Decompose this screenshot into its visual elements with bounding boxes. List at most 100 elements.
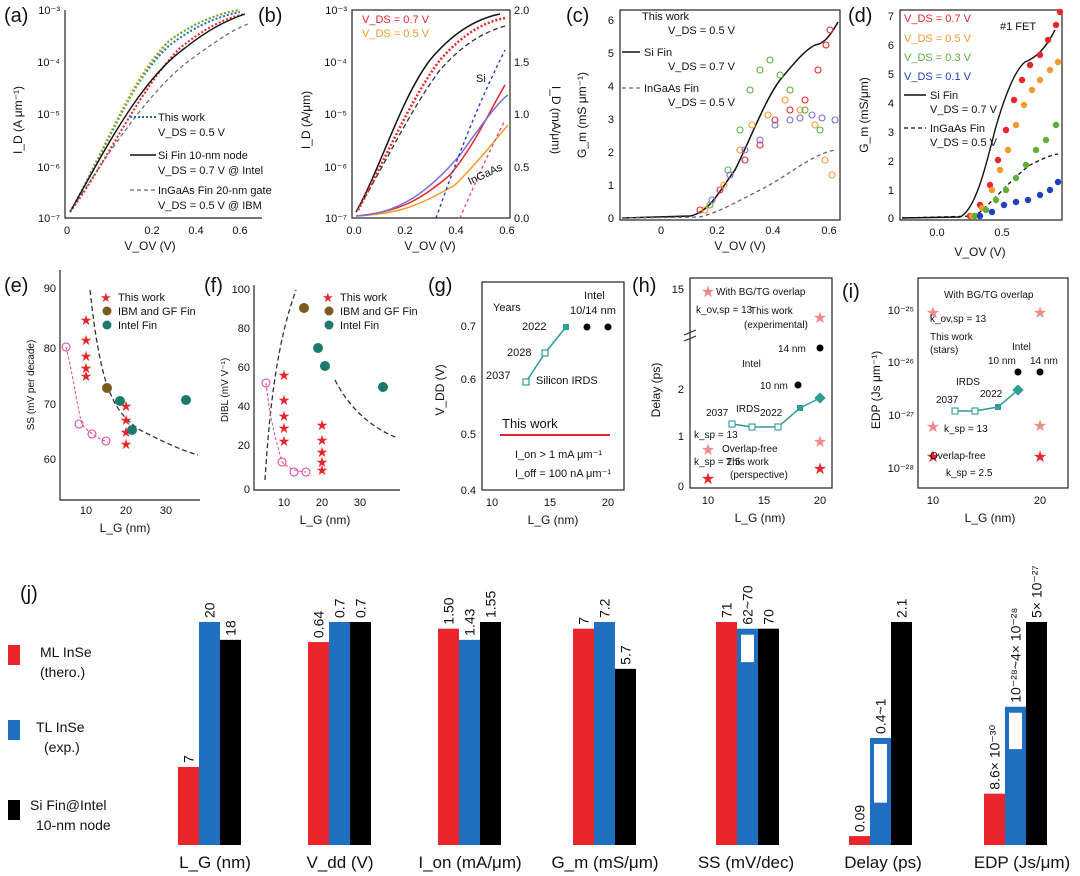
panel-a-axes xyxy=(64,10,262,219)
bar-value-label: 71 xyxy=(719,602,735,618)
data-point xyxy=(696,206,704,214)
panel-f-legend: ★ This work IBM and GF Fin Intel Fin xyxy=(322,290,418,332)
star-point: ★ xyxy=(278,392,291,408)
legend-item: V_DS = 0.1 V xyxy=(904,71,972,83)
text: 14 nm xyxy=(778,344,806,355)
intel-point xyxy=(816,344,824,352)
panel-b-ylabel-right: I_D (mA/μm) xyxy=(549,86,563,154)
panel-a-xlabel: V_OV (V) xyxy=(124,239,175,253)
panel-g-ylabel: V_DD (V) xyxy=(433,364,447,415)
bar-value-label: 5.7 xyxy=(618,645,634,665)
text: I_on > 1 mA μm⁻¹ xyxy=(515,449,602,461)
panel-a-xticks: 0 0.2 0.4 0.6 xyxy=(64,225,248,237)
bar-si-fin xyxy=(758,628,779,845)
data-point xyxy=(708,196,716,204)
panel-g-yticks: 0.7 0.6 0.5 0.4 xyxy=(461,321,476,497)
panel-e-marks: ★★★★★★★★★ xyxy=(61,312,191,452)
panel-f-label: (f) xyxy=(204,275,223,297)
text: This work xyxy=(726,457,770,468)
data-point xyxy=(1010,96,1018,104)
panel-g-xticks: 10 15 20 xyxy=(486,497,614,509)
data-point xyxy=(1026,61,1034,69)
panel-a-legend: This work V_DS = 0.5 V Si Fin 10-nm node… xyxy=(130,112,272,212)
text: Years xyxy=(493,302,521,314)
intel-point xyxy=(604,323,612,331)
panel-g-texts: Years Intel 10/14 nm 2022 2028 2037 Sili… xyxy=(486,290,616,480)
tick: 10⁻²⁶ xyxy=(888,357,914,369)
star-point: ★ xyxy=(1033,305,1047,322)
category-label: L_G (nm) xyxy=(179,853,251,872)
category-label: Delay (ps) xyxy=(844,853,921,872)
panel-e-xticks: 10 20 30 xyxy=(80,505,172,517)
data-point xyxy=(1032,146,1040,154)
star-point: ★ xyxy=(1033,449,1047,466)
data-point xyxy=(781,96,789,104)
data-point xyxy=(808,111,816,119)
bar-tl-inse xyxy=(594,622,615,845)
data-point xyxy=(736,146,744,154)
panel-c-axes xyxy=(619,9,841,221)
tick: 7 xyxy=(888,11,894,23)
irds-point xyxy=(748,423,756,431)
star-point: ★ xyxy=(80,348,93,364)
irds-line xyxy=(955,389,1019,412)
data-point xyxy=(716,186,724,194)
panel-d-xticks: 0.0 0.5 xyxy=(929,227,1009,239)
panel-c-label: (c) xyxy=(566,5,589,27)
legend-item: IBM and GF Fin xyxy=(340,306,418,318)
tick: 0.2 xyxy=(709,225,724,237)
panel-i-ylabel: EDP (Js μm⁻¹) xyxy=(869,351,883,429)
tick: 10⁻³ xyxy=(325,5,347,17)
data-point xyxy=(736,126,744,134)
panel-b-xticks: 0.0 0.2 0.4 0.6 xyxy=(346,225,514,237)
annotation-ingaas: InGaAs xyxy=(466,161,505,188)
legend-item: InGaAs Fin 20-nm gate xyxy=(158,185,272,197)
curve-linear-red xyxy=(355,84,506,217)
panel-j-category-labels: L_G (nm) V_dd (V) I_on (mA/μm) G_m (mS/μm) S… xyxy=(179,853,1070,872)
text: 14 nm xyxy=(1030,356,1058,367)
curve-this-work-blue xyxy=(69,11,241,213)
panel-a-yticks: 10⁻³ 10⁻⁴ 10⁻⁵ 10⁻⁶ 10⁻⁷ xyxy=(37,5,60,225)
data-point xyxy=(1044,36,1052,44)
intel-point xyxy=(378,382,388,392)
star-point: ★ xyxy=(80,360,93,376)
panel-a-ylabel: I_D (A μm⁻¹) xyxy=(11,86,25,154)
curve-trend-right xyxy=(334,379,399,439)
text: 2037 xyxy=(486,370,510,382)
panel-i-marks: ★ ★ ★ ★ ★ ★ xyxy=(926,305,1047,466)
tick: 0.6 xyxy=(821,225,836,237)
legend-item: InGaAs Fin xyxy=(644,83,699,95)
data-point xyxy=(756,136,764,144)
ibm-gf-point xyxy=(299,303,309,313)
panel-f-xticks: 10 20 30 xyxy=(278,497,366,509)
curve-this-work-log xyxy=(356,16,506,211)
tick: 0.4 xyxy=(448,225,463,237)
data-point xyxy=(701,206,709,214)
data-point xyxy=(776,71,784,79)
legend-item: Si Fin xyxy=(644,47,672,59)
sim-point xyxy=(289,467,299,477)
star-icon: ★ xyxy=(100,290,112,305)
data-point xyxy=(1012,198,1020,206)
text: k_sp = 13 xyxy=(944,424,988,435)
intel-point xyxy=(320,361,330,371)
panel-e-xlabel: L_G (nm) xyxy=(100,521,151,535)
data-point xyxy=(756,66,764,74)
tick: 0 xyxy=(64,225,70,237)
data-point xyxy=(1036,191,1044,199)
text: This work xyxy=(750,306,794,317)
bar-si-fin xyxy=(350,622,371,845)
legend-item: This work xyxy=(118,292,166,304)
irds-point xyxy=(541,349,549,357)
tick: 0.6 xyxy=(461,374,476,386)
legend-item: V_DS = 0.5 V xyxy=(362,28,430,40)
bar-value-label: 20 xyxy=(202,602,218,618)
data-point xyxy=(786,86,794,94)
tick: 10⁻⁵ xyxy=(37,109,60,121)
tick: 2 xyxy=(678,384,684,396)
legend-label: (thero.) xyxy=(40,664,85,680)
data-point xyxy=(988,186,996,194)
panel-b-yticks-right: 2.0 1.5 1.0 0.5 0.0 xyxy=(514,5,529,225)
data-point xyxy=(1046,186,1054,194)
